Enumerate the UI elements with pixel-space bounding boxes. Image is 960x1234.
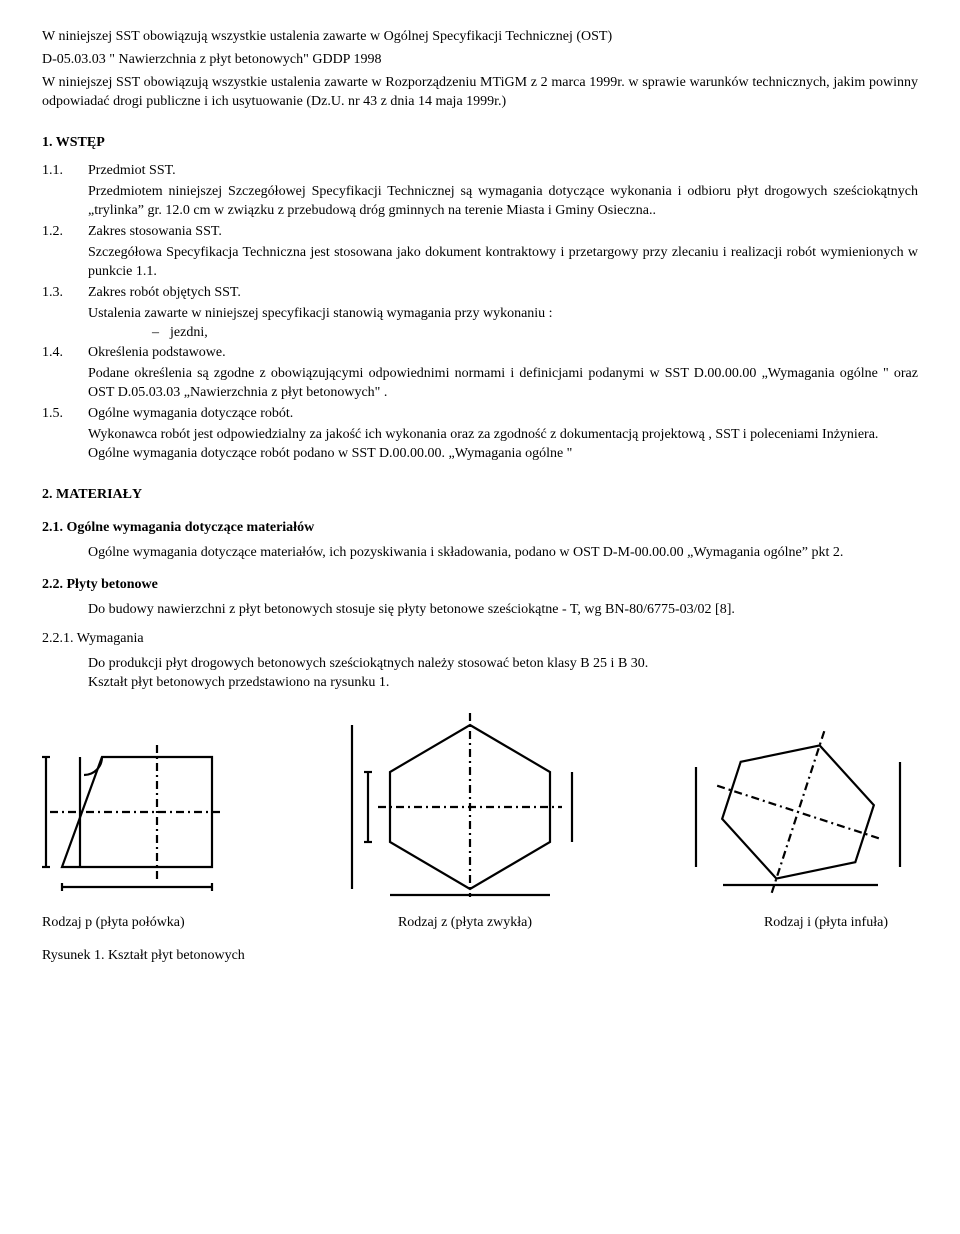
figure-i-svg bbox=[678, 717, 918, 897]
item-1-5-body-2: Ogólne wymagania dotyczące robót podano … bbox=[42, 445, 918, 464]
item-1-3-bullet-1: jezdni, bbox=[170, 324, 208, 343]
item-1-3-title: Zakres robót objętych SST. bbox=[88, 284, 918, 303]
item-1-4-title: Określenia podstawowe. bbox=[88, 344, 918, 363]
item-1-5-body-1: Wykonawca robót jest odpowiedzialny za j… bbox=[42, 426, 918, 445]
item-1-3-number: 1.3. bbox=[42, 284, 88, 303]
item-1-1-title: Przedmiot SST. bbox=[88, 162, 918, 181]
subsection-2-1-body: Ogólne wymagania dotyczące materiałów, i… bbox=[42, 544, 918, 563]
item-1-2-title: Zakres stosowania SST. bbox=[88, 223, 918, 242]
subsection-2-2-1-line-2: Kształt płyt betonowych przedstawiono na… bbox=[42, 674, 918, 693]
item-1-2-body: Szczegółowa Specyfikacja Techniczna jest… bbox=[42, 244, 918, 282]
subsection-2-2-body: Do budowy nawierzchni z płyt betonowych … bbox=[42, 601, 918, 620]
item-1-1-number: 1.1. bbox=[42, 162, 88, 181]
item-1-4-number: 1.4. bbox=[42, 344, 88, 363]
intro-line2: D-05.03.03 " Nawierzchnia z płyt betonow… bbox=[42, 51, 918, 70]
item-1-2-number: 1.2. bbox=[42, 223, 88, 242]
intro-line1: W niniejszej SST obowiązują wszystkie us… bbox=[42, 28, 918, 47]
item-1-4-body: Podane określenia są zgodne z obowiązują… bbox=[42, 365, 918, 403]
figure-label-i: Rodzaj i (płyta infuła) bbox=[606, 914, 918, 933]
subsection-2-2-title: 2.2. Płyty betonowe bbox=[42, 576, 918, 595]
figure-z-svg bbox=[340, 707, 600, 897]
subsection-2-2-1-line-1: Do produkcji płyt drogowych betonowych s… bbox=[42, 655, 918, 674]
figure-labels-row: Rodzaj p (płyta połówka) Rodzaj z (płyta… bbox=[42, 914, 918, 933]
figure-caption: Rysunek 1. Kształt płyt betonowych bbox=[42, 947, 918, 966]
figure-p-svg bbox=[42, 727, 262, 897]
intro-line3: W niniejszej SST obowiązują wszystkie us… bbox=[42, 74, 918, 112]
item-1-1-body: Przedmiotem niniejszej Szczegółowej Spec… bbox=[42, 183, 918, 221]
dash-icon: – bbox=[152, 324, 170, 343]
item-1-3-lead: Ustalenia zawarte w niniejszej specyfika… bbox=[42, 305, 918, 324]
figure-i bbox=[678, 717, 918, 904]
item-1-5-number: 1.5. bbox=[42, 405, 88, 424]
subsection-2-2-1-title: 2.2.1. Wymagania bbox=[42, 630, 918, 649]
item-1-5-title: Ogólne wymagania dotyczące robót. bbox=[88, 405, 918, 424]
figure-row bbox=[42, 707, 918, 904]
figure-label-p: Rodzaj p (płyta połówka) bbox=[42, 914, 324, 933]
figure-label-z: Rodzaj z (płyta zwykła) bbox=[324, 914, 606, 933]
figure-z bbox=[340, 707, 600, 904]
section-2-title: 2. MATERIAŁY bbox=[42, 486, 918, 505]
figure-p bbox=[42, 727, 262, 904]
section-1-title: 1. WSTĘP bbox=[42, 134, 918, 153]
subsection-2-1-title: 2.1. Ogólne wymagania dotyczące materiał… bbox=[42, 519, 918, 538]
